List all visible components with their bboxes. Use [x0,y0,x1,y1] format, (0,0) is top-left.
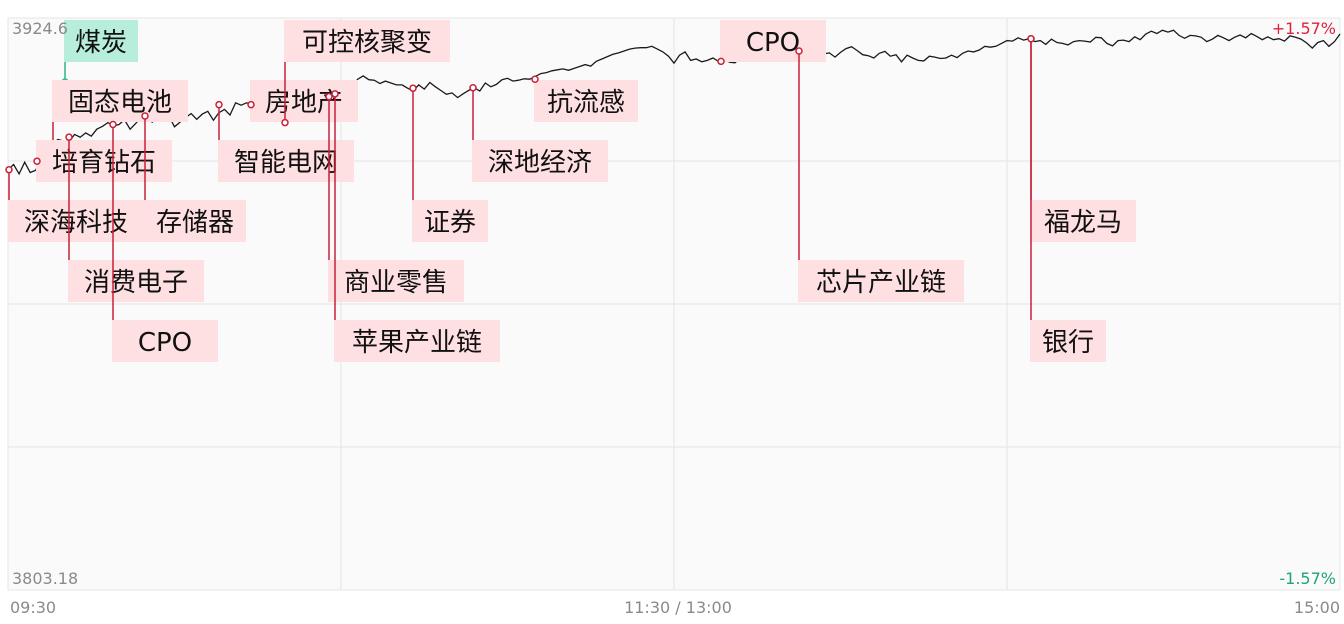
event-tag[interactable]: 煤炭 [61,20,138,86]
event-tag[interactable]: 深海科技 [5,165,144,242]
event-tag-label: 芯片产业链 [816,268,946,298]
event-tag-box [1030,320,1106,362]
event-tag-box [284,20,450,62]
event-tag[interactable]: 银行 [1027,34,1106,362]
event-tag-box [52,80,188,122]
event-tag[interactable]: 商业零售 [325,92,464,302]
event-tag-label: 房地产 [265,88,343,118]
event-tag-box [334,320,500,362]
event-marker [109,120,117,129]
time-label-close: 15:00 [1294,598,1340,617]
event-tag-box [36,140,172,182]
event-tag-label: CPO [138,328,192,358]
event-tag[interactable]: 可控核聚变 [281,20,450,127]
event-tag[interactable]: 深地经济 [469,83,608,182]
time-label-midday: 11:30 / 13:00 [624,598,732,617]
event-marker [531,75,539,83]
event-marker [409,84,417,92]
event-tag-label: 可控核聚变 [302,28,432,58]
event-tag[interactable]: 智能电网 [215,100,354,182]
price-line [7,29,1341,176]
event-tag-box [412,200,488,242]
event-tag-box [8,200,144,242]
event-tag-label: 深地经济 [488,148,592,178]
time-label-open: 09:30 [10,598,56,617]
event-marker [469,83,477,92]
event-tag-label: 商业零售 [344,268,448,298]
event-tag-box [112,320,218,362]
pct-top-label: +1.57% [1272,19,1336,38]
event-tag-label: 消费电子 [84,268,188,298]
event-tag-label: 煤炭 [75,28,127,58]
event-tag[interactable]: 芯片产业链 [795,47,964,302]
event-tag-label: 深海科技 [24,208,128,238]
event-tag-box [68,260,204,302]
event-tag[interactable]: 抗流感 [531,75,638,122]
event-tag-box [534,80,638,122]
event-tag-label: CPO [746,28,800,58]
event-tag-box [472,140,608,182]
event-marker [141,112,149,120]
event-tag[interactable]: CPO [717,20,826,66]
event-marker [5,165,13,174]
event-marker [795,47,803,55]
event-tag-label: 固态电池 [68,88,172,118]
pct-bottom-label: -1.57% [1279,569,1336,588]
event-marker [331,90,339,98]
event-tag[interactable]: CPO [109,120,218,362]
event-marker [325,92,333,101]
event-tag-label: 培育钻石 [52,148,156,178]
event-marker [215,100,223,109]
event-marker [717,57,725,66]
event-tag-box [218,140,354,182]
event-marker [1027,34,1035,43]
event-tag-box [250,80,358,122]
event-tag-label: 证券 [424,208,476,238]
event-tag-label: 银行 [1042,328,1094,358]
y-bottom-label: 3803.18 [12,569,78,588]
event-tag-box [1030,200,1136,242]
event-tag-box [798,260,964,302]
event-tag-label: 苹果产业链 [352,328,482,358]
event-marker [281,118,289,127]
event-marker [33,157,41,165]
event-tag-label: 存储器 [156,208,234,238]
event-tag[interactable]: 存储器 [141,112,246,242]
event-tag-box [328,260,464,302]
event-tag[interactable]: 苹果产业链 [331,90,500,362]
event-tag-label: 智能电网 [234,148,338,178]
event-tag[interactable]: 消费电子 [65,133,204,302]
event-marker [247,100,255,109]
event-tag-box [720,20,826,62]
event-tag-box [64,20,138,62]
event-tag-box [144,200,246,242]
event-tag-label: 抗流感 [547,88,625,118]
event-tag[interactable]: 固态电池 [49,80,188,157]
event-tag[interactable]: 培育钻石 [33,140,172,182]
y-top-label: 3924.6 [12,19,68,38]
event-tag[interactable]: 证券 [409,84,488,242]
event-tag[interactable]: 房地产 [247,80,358,122]
event-tag-label: 福龙马 [1044,208,1122,238]
event-marker [65,133,73,141]
